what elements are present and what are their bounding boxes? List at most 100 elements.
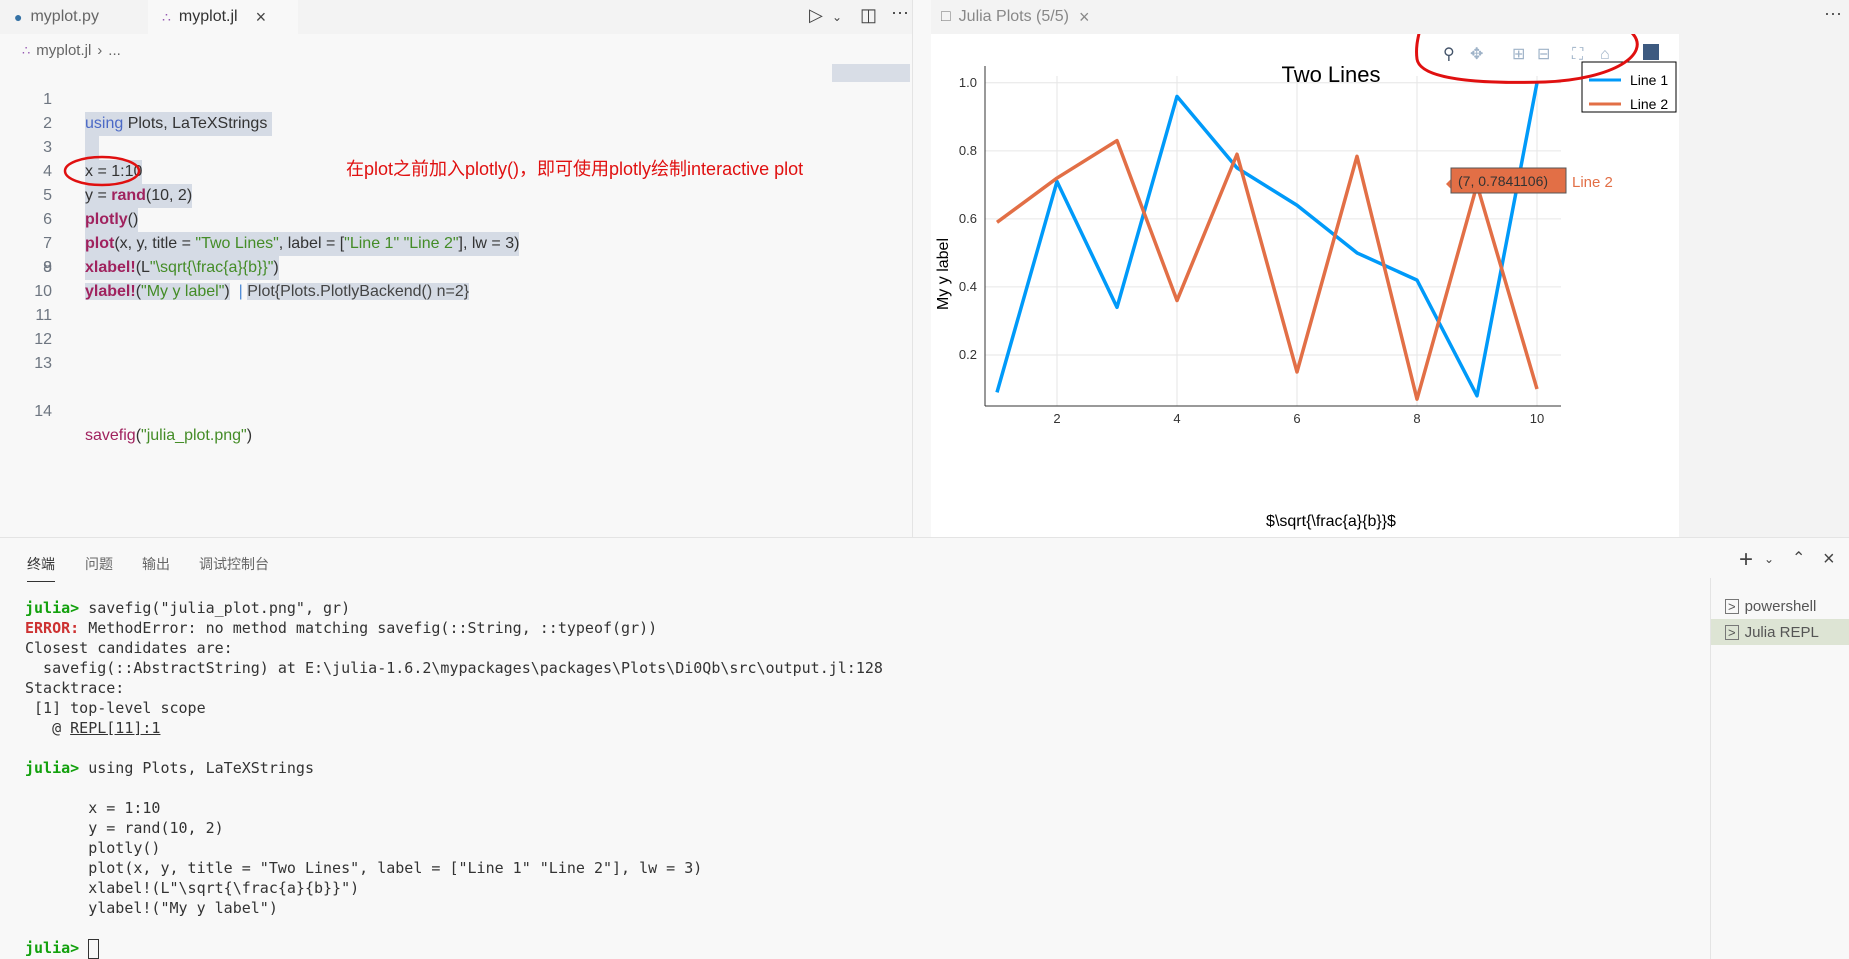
- terminal-powershell[interactable]: > powershell: [1711, 593, 1849, 619]
- terminal-text: [1] top-level scope: [25, 699, 206, 717]
- terminal-line: [25, 738, 883, 758]
- terminal-text: plotly(): [25, 839, 161, 857]
- code-line[interactable]: 4 y = rand(10, 2): [0, 136, 193, 208]
- julia-icon: ∴: [162, 8, 171, 25]
- code-line[interactable]: 1 using Plots, LaTeXStrings: [0, 64, 272, 136]
- editor-tab-bar: ● myplot.py ∴ myplot.jl × ▷ ⌄ ◫ ⋯: [0, 0, 912, 34]
- line-number: 2: [43, 115, 52, 132]
- line-number: 1: [43, 91, 52, 108]
- breadcrumb-file[interactable]: myplot.jl: [36, 42, 92, 59]
- series-line-2: [995, 138, 1539, 401]
- line-number: 5: [43, 187, 52, 204]
- more-actions-icon[interactable]: ⋯: [891, 3, 909, 23]
- tab-myplot-jl[interactable]: ∴ myplot.jl ×: [148, 0, 298, 34]
- tab-terminal[interactable]: 终端: [27, 554, 55, 582]
- terminal-text: julia>: [25, 939, 89, 957]
- code-line[interactable]: 14 savefig("julia_plot.png"): [0, 376, 252, 444]
- code-token: ylabel!: [85, 283, 136, 300]
- more-actions-icon[interactable]: ···: [1824, 3, 1842, 23]
- line-number: 11: [35, 307, 52, 324]
- legend-item: Line 2: [1630, 96, 1668, 112]
- code-token: (x, y, title =: [114, 235, 196, 252]
- series-line-1: [995, 82, 1539, 398]
- terminal-text: ERROR:: [25, 619, 89, 637]
- legend[interactable]: Line 1 Line 2: [1581, 61, 1677, 113]
- plot-tab-bar: □ Julia Plots (5/5) × ···: [931, 0, 1849, 34]
- tab-label: myplot.jl: [178, 8, 238, 25]
- tab-debug-console[interactable]: 调试控制台: [199, 556, 269, 572]
- y-tick-label: 0.6: [959, 211, 977, 226]
- terminal-line: y = rand(10, 2): [25, 818, 883, 838]
- code-line[interactable]: 7 xlabel!(L"\sqrt{\frac{a}{b}}"): [0, 208, 279, 280]
- code-token: y =: [85, 187, 112, 204]
- terminal-cursor: [88, 938, 100, 959]
- python-icon: ●: [14, 9, 23, 25]
- run-icon[interactable]: ▷: [809, 5, 823, 25]
- terminal-line: @ REPL[11]:1: [25, 718, 883, 738]
- line-number: 13: [34, 355, 52, 372]
- plotly-logo-icon[interactable]: [1643, 44, 1659, 60]
- terminal-line: [25, 778, 883, 798]
- code-token: "julia_plot.png": [141, 427, 247, 444]
- line-number: 10: [34, 283, 52, 300]
- zoom-in-icon[interactable]: ⊞: [1512, 46, 1525, 63]
- code-token: xlabel!: [85, 259, 136, 276]
- pan-icon[interactable]: ✥: [1470, 46, 1483, 63]
- code-token: ], lw = 3): [458, 235, 520, 252]
- terminal-julia-repl[interactable]: > Julia REPL: [1711, 619, 1849, 645]
- annotation-text: 在plot之前加入plotly()，即可使用plotly绘制interactiv…: [346, 159, 804, 179]
- tab-output[interactable]: 输出: [142, 556, 170, 572]
- split-editor-icon[interactable]: ◫: [860, 5, 878, 25]
- reset-axes-icon[interactable]: ⌂: [1600, 46, 1610, 63]
- code-token: (10, 2): [145, 187, 193, 204]
- new-terminal-icon[interactable]: +: [1739, 546, 1754, 573]
- terminal-line: [1] top-level scope: [25, 698, 883, 718]
- terminal-output[interactable]: julia> savefig("julia_plot.png", gr) ERRO…: [25, 598, 883, 959]
- editor-divider[interactable]: [912, 0, 913, 537]
- close-icon[interactable]: ×: [1078, 6, 1090, 27]
- chevron-down-icon[interactable]: ⌄: [832, 10, 843, 24]
- line-number: 12: [34, 331, 52, 348]
- code-line[interactable]: 6 plot(x, y, title = "Two Lines", label …: [0, 184, 520, 256]
- minimap[interactable]: [832, 64, 910, 82]
- code-line[interactable]: 5 plotly(): [0, 160, 139, 232]
- tab-myplot-py[interactable]: ● myplot.py: [0, 0, 148, 34]
- x-tick-label: 4: [1173, 411, 1180, 426]
- tab-problems[interactable]: 问题: [85, 556, 113, 572]
- chevron-down-icon[interactable]: ⌄: [1764, 552, 1775, 566]
- code-token: plotly: [85, 211, 128, 228]
- terminal-text: REPL[11]:1: [70, 719, 161, 737]
- x-tick-label: 6: [1293, 411, 1300, 426]
- bottom-panel: 终端 问题 输出 调试控制台 + ⌄ ⌃ × julia> savefig("j…: [0, 537, 1849, 959]
- plot-modebar: ⚲ ✥ ⊞ ⊟ ⛶ ⌂: [1415, 34, 1659, 84]
- tooltip-value: (7, 0.7841106): [1458, 173, 1548, 189]
- zoom-icon[interactable]: ⚲: [1443, 46, 1455, 63]
- tab-label: myplot.py: [30, 8, 99, 25]
- terminal-label: Julia REPL: [1744, 623, 1819, 641]
- zoom-out-icon[interactable]: ⊟: [1537, 46, 1550, 63]
- close-panel-icon[interactable]: ×: [1823, 548, 1835, 570]
- breadcrumb-rest[interactable]: ...: [108, 42, 121, 59]
- tab-label: Julia Plots (5/5): [958, 8, 1069, 25]
- code-token: "My y label": [141, 283, 225, 300]
- autoscale-icon[interactable]: ⛶: [1572, 46, 1584, 63]
- maximize-panel-icon[interactable]: ⌃: [1792, 550, 1806, 567]
- inline-result[interactable]: Plot{Plots.PlotlyBackend() n=2}: [247, 283, 470, 300]
- breadcrumb[interactable]: ∴ myplot.jl › ...: [22, 42, 121, 59]
- close-icon[interactable]: ×: [255, 6, 267, 27]
- chart[interactable]: 2 4 6 8 10 0.2 0.4 0.6 0.8 1.0 Two Lines $\sqrt{\…: [931, 34, 1679, 537]
- code-token: , label = [: [278, 235, 345, 252]
- editor-area: ● myplot.py ∴ myplot.jl × ▷ ⌄ ◫ ⋯ ∴ mypl…: [0, 0, 912, 537]
- y-axis-label: My y label: [935, 238, 952, 310]
- terminal-text: savefig("julia_plot.png", gr): [88, 599, 351, 617]
- code-line[interactable]: 8 ylabel!("My y label") | Plot{Plots.Plo…: [0, 232, 470, 300]
- code-token: "\sqrt{\frac{a}{b}}": [149, 259, 274, 276]
- hover-tooltip: (7, 0.7841106) Line 2: [1446, 167, 1613, 194]
- plot-area: 2 4 6 8 10 0.2 0.4 0.6 0.8 1.0 Two Lines $\sqrt{\…: [931, 34, 1679, 537]
- code-line[interactable]: 2: [0, 88, 99, 160]
- code-token: Plots, LaTeXStrings: [123, 115, 272, 132]
- terminal-text: julia>: [25, 599, 89, 617]
- tab-julia-plots[interactable]: □ Julia Plots (5/5) ×: [941, 0, 1089, 34]
- y-tick-label: 0.2: [959, 347, 977, 362]
- julia-icon: ∴: [22, 42, 31, 58]
